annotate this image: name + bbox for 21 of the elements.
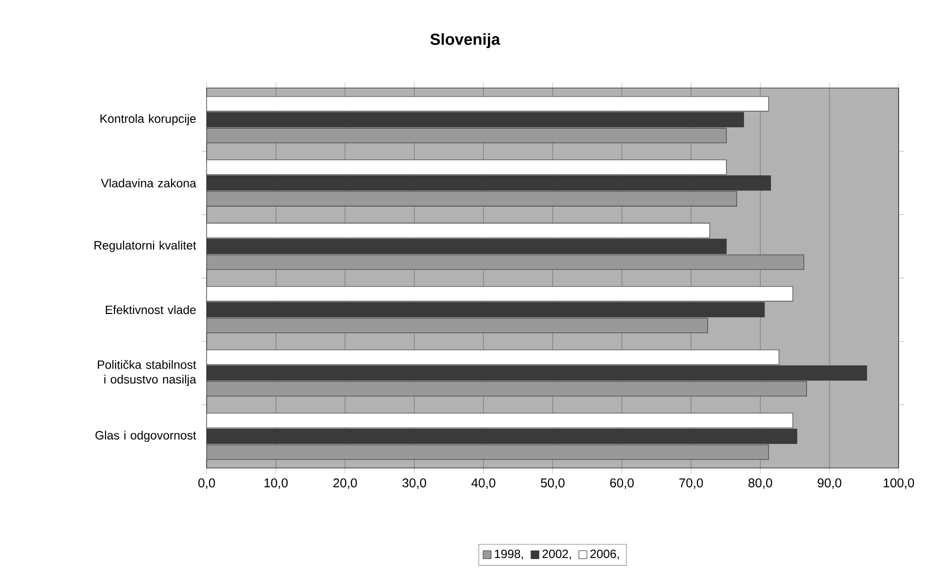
x-tick-label: 20,0: [333, 478, 357, 489]
y-tick-label: Kontrola korupcije: [100, 114, 196, 126]
legend-label: 1998,: [494, 550, 523, 560]
y-tick-label: Regulatorni kvalitet: [94, 240, 196, 252]
y-tick-label: Vladavina zakona: [100, 178, 196, 188]
y-tick-label: Politička stabilnost i odsustvo nasilja: [98, 360, 196, 386]
y-tick-label: Glas i odgovornost: [95, 430, 196, 442]
x-tick-label: 0,0: [198, 478, 215, 489]
x-tick-label: 60,0: [610, 478, 634, 489]
x-tick-label: 30,0: [402, 478, 426, 489]
x-tick-label: 40,0: [471, 478, 496, 489]
legend-label: 2006,: [590, 550, 619, 560]
y-tick-label: Efektivnost vlade: [106, 305, 196, 314]
legend-label: 2002,: [542, 550, 571, 560]
x-tick-label: 10,0: [264, 478, 288, 489]
chart-title: Slovenija: [430, 33, 500, 48]
x-tick-label: 70,0: [679, 478, 703, 489]
x-tick-label: 50,0: [540, 478, 564, 489]
x-tick-label: 100,0: [884, 478, 914, 489]
x-tick-label: 90,0: [818, 478, 842, 489]
x-tick-label: 80,0: [748, 478, 772, 489]
